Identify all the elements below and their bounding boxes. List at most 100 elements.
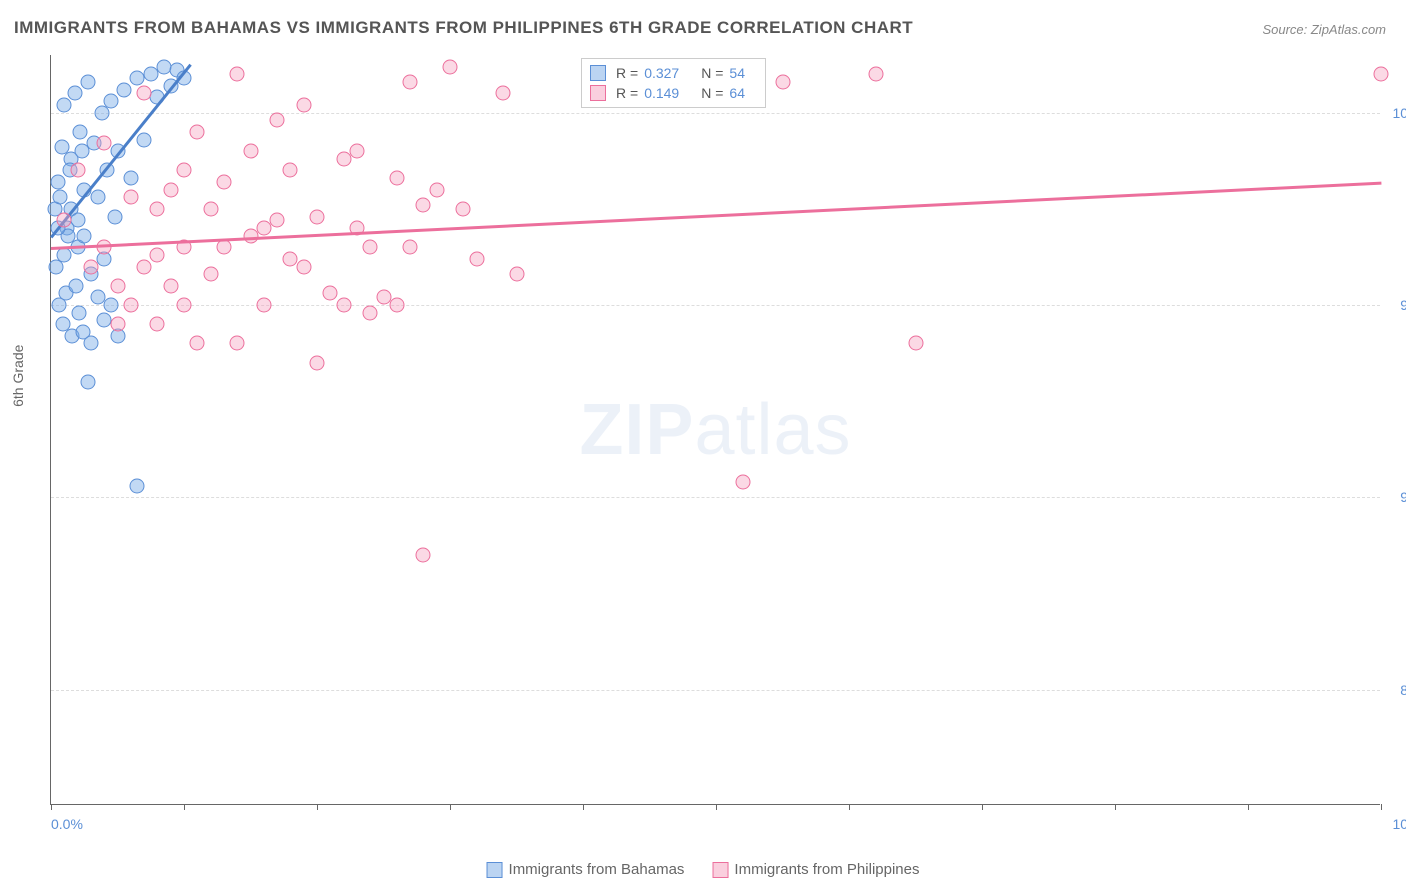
data-point [389, 298, 404, 313]
x-tick-label: 100.0% [1393, 816, 1406, 832]
data-point [81, 74, 96, 89]
data-point [363, 305, 378, 320]
data-point [509, 267, 524, 282]
data-point [137, 259, 152, 274]
data-point [283, 163, 298, 178]
data-point [349, 144, 364, 159]
data-point [123, 171, 138, 186]
data-point [363, 240, 378, 255]
data-point [310, 355, 325, 370]
data-point [469, 251, 484, 266]
x-tick-label: 0.0% [51, 816, 83, 832]
data-point [203, 201, 218, 216]
data-point [270, 213, 285, 228]
data-point [110, 317, 125, 332]
data-point [90, 190, 105, 205]
data-point [137, 86, 152, 101]
swatch-blue [487, 862, 503, 878]
data-point [230, 336, 245, 351]
data-point [323, 286, 338, 301]
data-point [336, 298, 351, 313]
series-legend: Immigrants from Bahamas Immigrants from … [487, 861, 920, 878]
data-point [296, 259, 311, 274]
data-point [50, 174, 65, 189]
data-point [70, 213, 85, 228]
x-tick [184, 804, 185, 810]
data-point [177, 298, 192, 313]
source-attribution: Source: ZipAtlas.com [1262, 22, 1386, 37]
x-tick [982, 804, 983, 810]
data-point [429, 182, 444, 197]
data-point [150, 248, 165, 263]
x-tick [51, 804, 52, 810]
data-point [74, 144, 89, 159]
gridline [51, 113, 1380, 114]
data-point [310, 209, 325, 224]
data-point [107, 209, 122, 224]
gridline [51, 497, 1380, 498]
x-tick [1248, 804, 1249, 810]
data-point [908, 336, 923, 351]
x-tick [450, 804, 451, 810]
data-point [110, 278, 125, 293]
data-point [230, 67, 245, 82]
data-point [243, 144, 258, 159]
data-point [150, 317, 165, 332]
x-tick [849, 804, 850, 810]
data-point [163, 182, 178, 197]
data-point [117, 82, 132, 97]
data-point [177, 163, 192, 178]
data-point [203, 267, 218, 282]
gridline [51, 690, 1380, 691]
data-point [83, 336, 98, 351]
legend-item-philippines: Immigrants from Philippines [712, 861, 919, 878]
data-point [97, 136, 112, 151]
y-tick-label: 85.0% [1385, 682, 1406, 698]
swatch-pink [712, 862, 728, 878]
data-point [57, 248, 72, 263]
legend-row-philippines: R = 0.149 N = 64 [590, 83, 757, 103]
chart-container: IMMIGRANTS FROM BAHAMAS VS IMMIGRANTS FR… [0, 0, 1406, 892]
y-axis-label: 6th Grade [10, 345, 26, 407]
data-point [389, 171, 404, 186]
y-tick-label: 95.0% [1385, 297, 1406, 313]
trend-line [51, 182, 1381, 250]
x-tick [1115, 804, 1116, 810]
x-tick [583, 804, 584, 810]
data-point [868, 67, 883, 82]
swatch-pink [590, 85, 606, 101]
data-point [137, 132, 152, 147]
data-point [103, 94, 118, 109]
data-point [150, 201, 165, 216]
data-point [496, 86, 511, 101]
plot-area: ZIPatlas R = 0.327 N = 54 R = 0.149 N = … [50, 55, 1380, 805]
data-point [416, 198, 431, 213]
data-point [403, 240, 418, 255]
x-tick [716, 804, 717, 810]
data-point [403, 74, 418, 89]
data-point [216, 240, 231, 255]
watermark: ZIPatlas [579, 389, 851, 471]
data-point [775, 74, 790, 89]
swatch-blue [590, 65, 606, 81]
data-point [83, 259, 98, 274]
data-point [216, 174, 231, 189]
data-point [443, 59, 458, 74]
data-point [123, 190, 138, 205]
x-tick [1381, 804, 1382, 810]
data-point [70, 163, 85, 178]
data-point [256, 298, 271, 313]
x-tick [317, 804, 318, 810]
data-point [71, 305, 86, 320]
data-point [190, 336, 205, 351]
data-point [57, 213, 72, 228]
chart-title: IMMIGRANTS FROM BAHAMAS VS IMMIGRANTS FR… [14, 18, 913, 38]
y-tick-label: 100.0% [1385, 105, 1406, 121]
data-point [123, 298, 138, 313]
data-point [130, 478, 145, 493]
data-point [456, 201, 471, 216]
data-point [1374, 67, 1389, 82]
data-point [57, 98, 72, 113]
data-point [270, 113, 285, 128]
y-tick-label: 90.0% [1385, 489, 1406, 505]
